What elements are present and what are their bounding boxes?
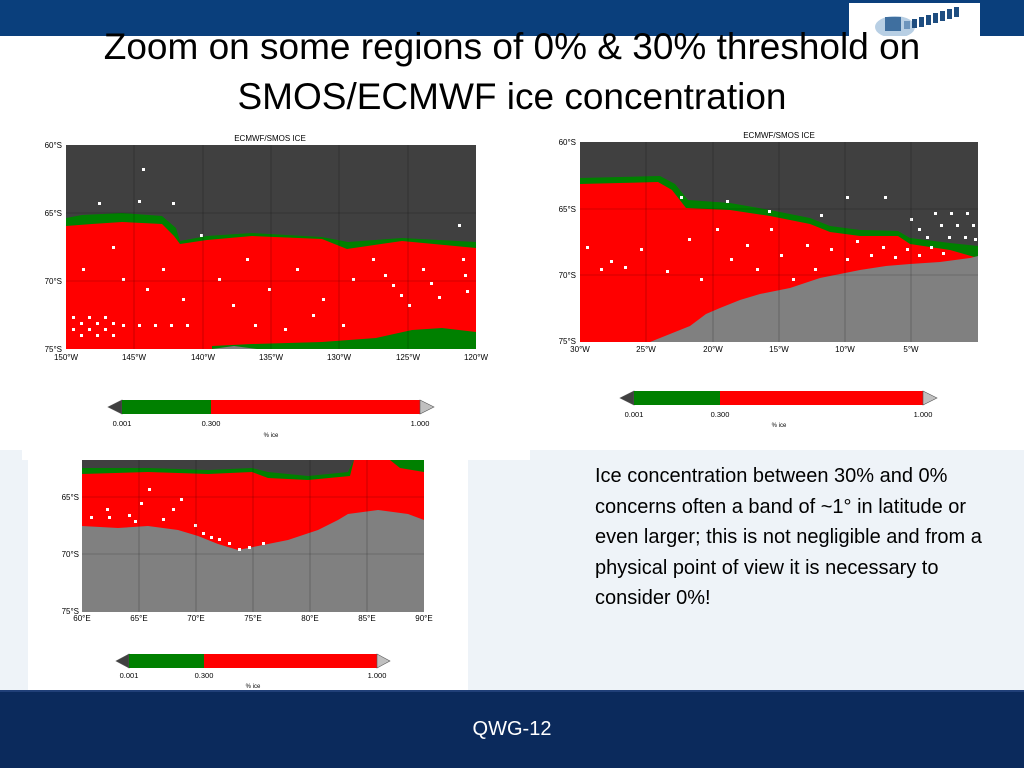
ice-flag-markers	[586, 196, 977, 281]
lon-tick-label: 5°W	[903, 345, 919, 354]
lat-tick-label: 70°S	[559, 271, 576, 280]
map-gridlines	[580, 142, 978, 342]
lat-tick-label: 65°S	[62, 493, 79, 502]
lat-tick-label: 75°S	[45, 345, 62, 354]
colorbar-tick-label: 0.300	[202, 419, 221, 428]
colorbar-label: % ice	[772, 423, 787, 429]
ice-flag-markers	[72, 168, 469, 337]
lat-tick-label: 65°S	[559, 205, 576, 214]
lon-tick-label: 130°W	[327, 353, 352, 362]
map-gridlines	[82, 460, 424, 612]
logo	[849, 3, 980, 38]
colorbar-tick-label: 1.000	[914, 410, 933, 419]
lon-tick-label: 145°W	[122, 353, 147, 362]
slide-title: Zoom on some regions of 0% & 30% thresho…	[103, 26, 921, 117]
lon-tick-label: 25°W	[636, 345, 656, 354]
colorbar-tick-label: 1.000	[368, 671, 387, 680]
lat-tick-label: 70°S	[62, 550, 79, 559]
map-title: ECMWF/SMOS ICE	[743, 131, 815, 140]
map-title: ECMWF/SMOS ICE	[234, 134, 306, 143]
lon-tick-label: 75°E	[244, 614, 261, 623]
colorbar-tick-label: 0.300	[195, 671, 214, 680]
lat-tick-label: 75°S	[559, 337, 576, 346]
colorbar-green	[129, 654, 204, 668]
colorbar-tick-label: 0.300	[711, 410, 730, 419]
lon-tick-label: 65°E	[130, 614, 147, 623]
lon-tick-label: 85°E	[358, 614, 375, 623]
colorbar-tick-label: 0.001	[120, 671, 139, 680]
lat-tick-label: 65°S	[45, 209, 62, 218]
lon-tick-label: 140°W	[191, 353, 216, 362]
colorbar-green	[122, 400, 211, 414]
ice-flag-markers	[90, 488, 265, 551]
map-figure-weddell: ECMWF/SMOS ICE 6	[530, 128, 1024, 450]
footer-bar	[0, 690, 1024, 768]
colorbar-red	[720, 391, 923, 405]
colorbar-tick-label: 0.001	[625, 410, 644, 419]
footer-label: QWG-12	[472, 718, 552, 740]
map-figure-pacific: ECMWF/SMOS ICE	[22, 128, 530, 460]
lon-tick-label: 80°E	[301, 614, 318, 623]
lat-tick-label: 70°S	[45, 277, 62, 286]
map-gridlines	[66, 145, 476, 349]
lon-tick-label: 135°W	[259, 353, 284, 362]
body-text: Ice concentration between 30% and 0% con…	[595, 465, 982, 609]
land-area	[82, 510, 424, 612]
lat-tick-label: 60°S	[45, 141, 62, 150]
lon-tick-label: 125°W	[396, 353, 421, 362]
ice-band-30-100	[66, 222, 476, 349]
lat-tick-label: 60°S	[559, 138, 576, 147]
land-area	[650, 256, 978, 342]
lat-tick-label: 75°S	[62, 607, 79, 616]
lon-tick-label: 120°W	[464, 353, 489, 362]
lon-tick-label: 15°W	[769, 345, 789, 354]
colorbar-tick-label: 0.001	[113, 419, 132, 428]
lon-tick-label: 70°E	[187, 614, 204, 623]
lon-tick-label: 20°W	[703, 345, 723, 354]
lon-tick-label: 150°W	[54, 353, 79, 362]
satellite-logo-icon	[875, 7, 959, 38]
colorbar-red	[204, 654, 377, 668]
map-figure-indian: 65°S 70°S 75°S 60°E 65°E 70°E 75°E 80°E …	[28, 458, 468, 704]
colorbar-tick-label: 1.000	[411, 419, 430, 428]
lon-tick-label: 60°E	[73, 614, 90, 623]
colorbar-green	[634, 391, 720, 405]
colorbar: 0.001 0.300 1.000 % ice	[107, 399, 435, 439]
colorbar-label: % ice	[246, 684, 261, 690]
lon-tick-label: 90°E	[415, 614, 432, 623]
land-area	[212, 346, 257, 349]
lon-tick-label: 10°W	[835, 345, 855, 354]
lon-tick-label: 30°W	[570, 345, 590, 354]
colorbar: 0.001 0.300 1.000 % ice	[115, 653, 391, 690]
colorbar-label: % ice	[264, 433, 279, 439]
colorbar-red	[211, 400, 420, 414]
colorbar: 0.001 0.300 1.000 % ice	[619, 390, 938, 429]
